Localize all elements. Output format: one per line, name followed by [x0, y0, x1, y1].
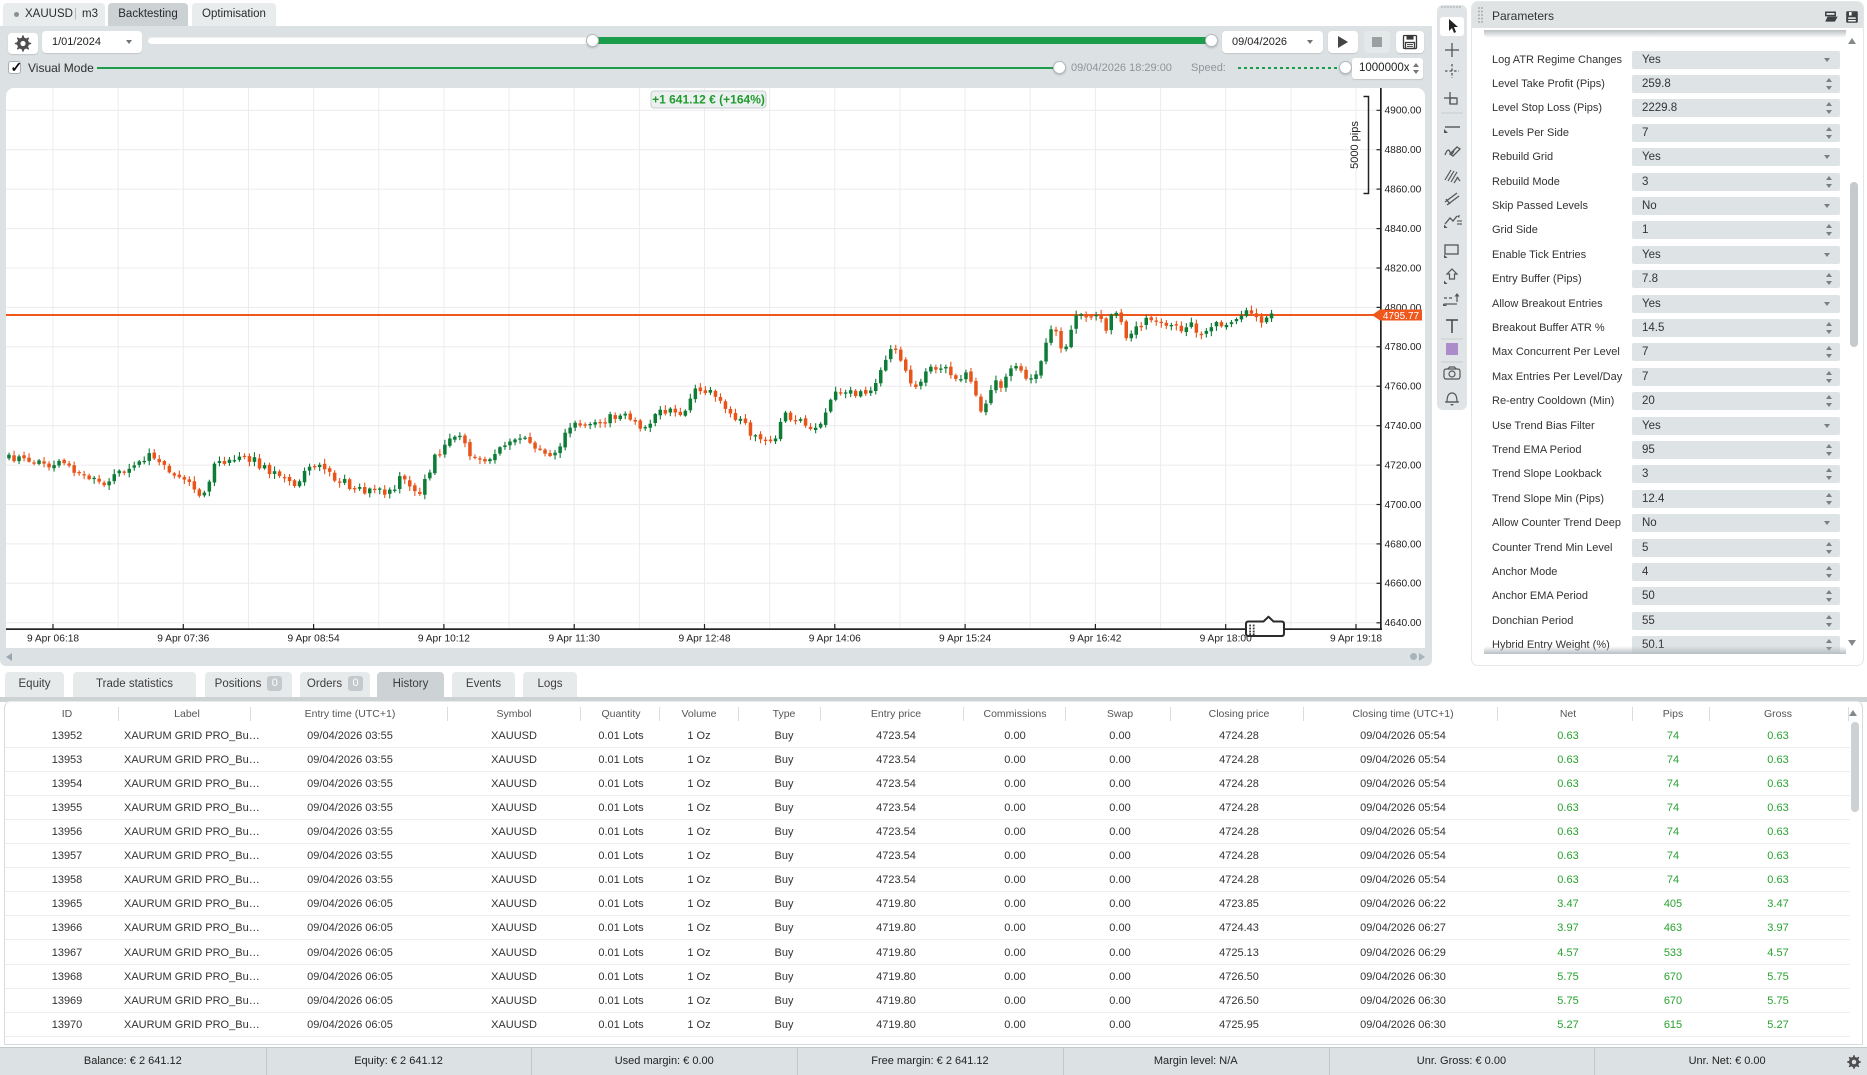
svg-text:4700.00: 4700.00 — [1385, 500, 1422, 511]
svg-text:9 Apr 08:54: 9 Apr 08:54 — [288, 634, 340, 645]
svg-text:9 Apr 18:00: 9 Apr 18:00 — [1200, 634, 1252, 645]
svg-text:4795.77: 4795.77 — [1383, 311, 1420, 322]
svg-text:4680.00: 4680.00 — [1385, 539, 1422, 550]
svg-text:4660.00: 4660.00 — [1385, 579, 1422, 590]
svg-text:4840.00: 4840.00 — [1385, 224, 1422, 235]
svg-text:4740.00: 4740.00 — [1385, 421, 1422, 432]
svg-text:9 Apr 14:06: 9 Apr 14:06 — [809, 634, 861, 645]
svg-text:9 Apr 15:24: 9 Apr 15:24 — [939, 634, 991, 645]
svg-text:9 Apr 10:12: 9 Apr 10:12 — [418, 634, 470, 645]
svg-text:9 Apr 12:48: 9 Apr 12:48 — [678, 634, 730, 645]
svg-text:+1 641.12 € (+164%): +1 641.12 € (+164%) — [652, 93, 765, 107]
svg-text:4760.00: 4760.00 — [1385, 382, 1422, 393]
svg-text:4900.00: 4900.00 — [1385, 106, 1422, 117]
svg-text:4800.00: 4800.00 — [1385, 303, 1422, 314]
svg-text:4860.00: 4860.00 — [1385, 185, 1422, 196]
svg-text:9 Apr 11:30: 9 Apr 11:30 — [549, 634, 601, 645]
svg-text:9 Apr 16:42: 9 Apr 16:42 — [1069, 634, 1121, 645]
svg-text:4720.00: 4720.00 — [1385, 461, 1422, 472]
svg-text:4820.00: 4820.00 — [1385, 263, 1422, 274]
svg-text:4880.00: 4880.00 — [1385, 145, 1422, 156]
svg-text:5000 pips: 5000 pips — [1349, 121, 1361, 169]
svg-text:4640.00: 4640.00 — [1385, 618, 1422, 629]
svg-text:9 Apr 06:18: 9 Apr 06:18 — [27, 634, 79, 645]
svg-text:4780.00: 4780.00 — [1385, 342, 1422, 353]
svg-text:9 Apr 19:18: 9 Apr 19:18 — [1330, 634, 1382, 645]
svg-text:9 Apr 07:36: 9 Apr 07:36 — [157, 634, 209, 645]
